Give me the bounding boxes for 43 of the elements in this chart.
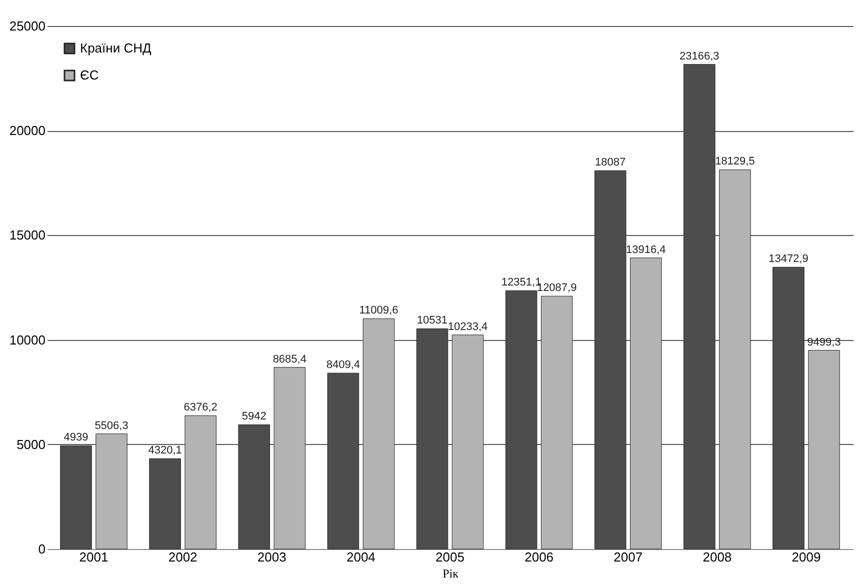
- data-label: 11009,6: [359, 304, 398, 317]
- data-label: 4939: [64, 432, 88, 444]
- data-label: 6376,2: [184, 402, 218, 414]
- data-label: 5506,3: [94, 420, 128, 432]
- data-label: 13916,4: [626, 244, 666, 256]
- x-tick-label: 2001: [79, 550, 108, 564]
- x-tick-label: 2007: [614, 550, 643, 564]
- x-axis-title: Рік: [442, 566, 459, 580]
- data-label: 18087: [595, 156, 626, 169]
- data-label: 10233,4: [448, 320, 488, 333]
- bar: [630, 258, 662, 550]
- bar: [452, 334, 484, 550]
- data-label: 10531: [416, 314, 448, 327]
- data-label: 5942: [242, 410, 266, 423]
- data-label: 23166,3: [680, 50, 720, 62]
- bar: [274, 367, 306, 550]
- data-label: 13472,9: [768, 253, 808, 266]
- y-tick-label: 5000: [16, 436, 46, 452]
- x-tick-label: 2004: [346, 550, 376, 564]
- bar: [719, 169, 751, 550]
- legend-label: Країни СНД: [80, 40, 152, 56]
- bar: [184, 415, 216, 550]
- x-tick-label: 2005: [436, 550, 464, 564]
- bar: [362, 318, 395, 550]
- y-tick-label: 15000: [9, 228, 46, 243]
- x-tick-label: 2008: [702, 550, 732, 564]
- y-tick-label: 10000: [9, 332, 46, 348]
- x-tick-label: 2002: [168, 550, 198, 564]
- legend-label: ЄС: [80, 68, 99, 82]
- bar: [808, 350, 840, 550]
- data-label: 8685,4: [272, 353, 306, 366]
- y-tick-label: 0: [38, 542, 46, 556]
- y-tick-label: 25000: [9, 18, 46, 34]
- x-tick-label: 2009: [792, 550, 821, 564]
- data-label: 18129,5: [715, 156, 755, 168]
- bar: [540, 296, 573, 550]
- bar: [149, 458, 181, 550]
- x-tick-label: 2006: [524, 550, 554, 564]
- x-tick-label: 2003: [257, 550, 286, 564]
- data-label: 8409,4: [326, 359, 360, 372]
- y-tick-label: 20000: [9, 123, 46, 138]
- bar: [96, 434, 128, 550]
- data-label: 4320,1: [148, 444, 182, 457]
